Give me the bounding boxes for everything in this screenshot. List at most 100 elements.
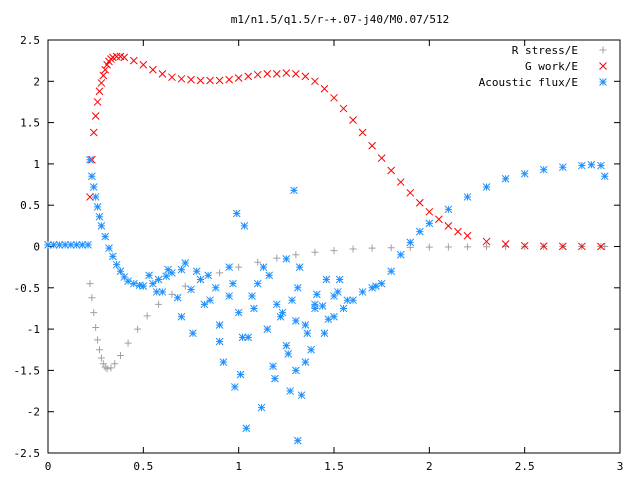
data-point <box>225 75 233 84</box>
data-point <box>173 293 182 302</box>
data-point <box>158 288 167 296</box>
data-point <box>311 304 319 313</box>
data-point <box>520 169 529 178</box>
x-tick-label: 0 <box>45 460 52 473</box>
data-point <box>288 296 296 305</box>
x-tick-label: 2.5 <box>515 460 535 473</box>
data-point <box>253 279 262 288</box>
data-point <box>311 248 319 256</box>
data-point <box>187 75 195 84</box>
data-point <box>257 403 266 412</box>
data-point <box>92 323 100 331</box>
data-point <box>318 302 327 310</box>
data-point <box>330 93 338 102</box>
data-point <box>597 242 605 251</box>
data-point <box>84 240 92 249</box>
data-point <box>387 166 396 175</box>
y-tick-label: -2 <box>27 406 40 419</box>
data-point <box>44 240 52 249</box>
data-point <box>215 76 224 85</box>
data-point <box>435 215 443 224</box>
data-point <box>463 193 472 201</box>
data-point <box>91 112 100 120</box>
data-point <box>482 237 491 246</box>
data-point <box>311 77 319 86</box>
data-point <box>244 72 253 81</box>
data-point <box>293 283 302 292</box>
data-point <box>349 245 357 253</box>
data-point <box>558 242 567 251</box>
data-point <box>116 267 125 276</box>
data-point <box>406 188 415 197</box>
data-point <box>425 207 434 216</box>
data-point <box>86 193 94 201</box>
data-point <box>120 53 129 62</box>
data-point <box>377 279 386 288</box>
data-point <box>95 346 103 354</box>
data-point <box>501 174 510 183</box>
data-point <box>162 272 171 281</box>
data-point <box>358 288 367 296</box>
data-point <box>415 227 424 236</box>
data-point <box>234 308 243 317</box>
data-point <box>72 240 81 249</box>
series-1 <box>86 243 609 373</box>
data-point <box>242 424 251 433</box>
data-point <box>215 337 224 346</box>
x-tick-label: 1 <box>235 460 242 473</box>
data-point <box>263 70 272 78</box>
data-point <box>358 128 367 137</box>
data-point <box>90 309 98 317</box>
data-point <box>232 209 241 218</box>
data-point <box>139 282 148 291</box>
data-point <box>282 255 291 263</box>
data-point <box>240 221 249 230</box>
data-point <box>415 198 424 207</box>
data-point <box>301 72 310 81</box>
series-3 <box>44 155 609 445</box>
y-tick-label: -2.5 <box>14 447 41 460</box>
data-point <box>87 172 96 181</box>
data-point <box>303 329 312 338</box>
data-point <box>219 358 228 366</box>
data-point <box>501 240 510 248</box>
data-point <box>149 65 157 74</box>
data-point <box>295 263 304 272</box>
data-point <box>103 365 111 373</box>
data-point <box>168 269 176 277</box>
data-point <box>134 325 142 333</box>
data-point <box>292 251 300 259</box>
data-point <box>339 104 348 113</box>
data-point <box>111 360 119 368</box>
series-layer <box>44 52 609 445</box>
chart-title: m1/n1.5/q1.5/r-+.07-j40/M0.07/512 <box>231 13 450 26</box>
data-point <box>120 273 129 281</box>
data-point <box>89 183 98 191</box>
data-point <box>578 242 586 251</box>
data-point <box>211 283 220 292</box>
data-point <box>94 336 102 344</box>
data-point <box>600 172 609 181</box>
x-tick-label: 1.5 <box>324 460 344 473</box>
data-point <box>108 252 117 261</box>
data-point <box>587 160 596 169</box>
data-point <box>482 183 491 191</box>
data-point <box>238 333 247 342</box>
data-point <box>272 70 281 78</box>
data-point <box>454 227 462 236</box>
data-point <box>387 267 396 276</box>
data-point <box>177 74 186 83</box>
data-point <box>99 360 107 368</box>
data-point <box>265 271 274 280</box>
data-point <box>78 240 87 249</box>
data-point <box>99 71 108 80</box>
data-point <box>282 341 291 350</box>
data-point <box>387 244 395 252</box>
legend-label: G work/E <box>525 60 578 73</box>
data-point <box>444 221 453 230</box>
y-tick-label: 0 <box>33 241 40 254</box>
data-point <box>101 232 110 241</box>
data-point <box>539 242 548 250</box>
y-tick-label: -1.5 <box>14 364 41 377</box>
data-point <box>93 98 102 106</box>
